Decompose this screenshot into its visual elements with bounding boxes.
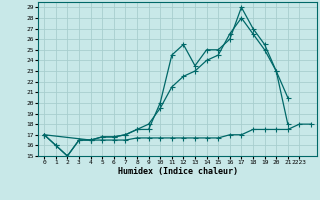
X-axis label: Humidex (Indice chaleur): Humidex (Indice chaleur) xyxy=(118,167,238,176)
